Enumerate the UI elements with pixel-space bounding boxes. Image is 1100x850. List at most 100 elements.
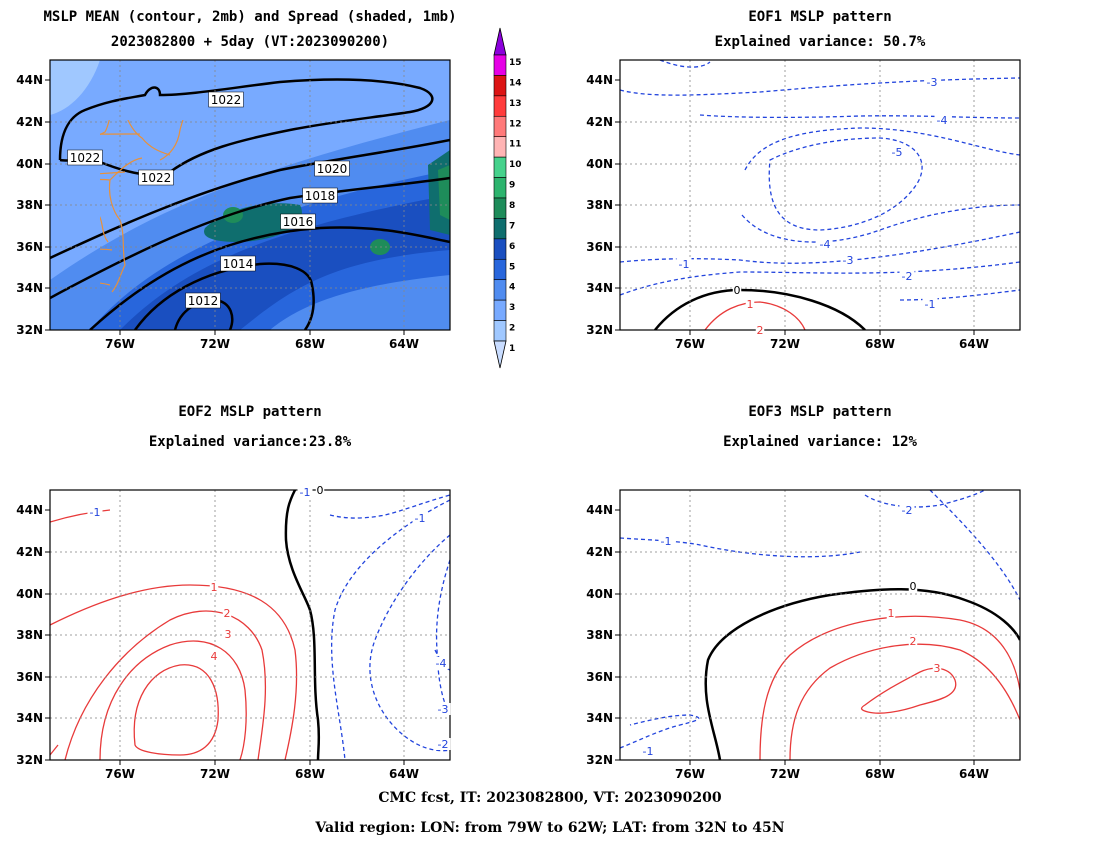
coastline [620, 649, 665, 655]
contour-label-box [208, 91, 244, 108]
colorbar-segment [493, 54, 507, 76]
colorbar-label: 12 [509, 119, 522, 129]
coastline [620, 602, 695, 605]
eof2-contour-label: -2 [438, 738, 449, 751]
lat-tick-label: 32N [586, 753, 613, 767]
contour-label-bg [87, 506, 103, 518]
lon-tick-label: 68W [865, 337, 895, 351]
eof3-title: EOF3 MSLP pattern [748, 404, 892, 420]
lat-tick-label: 36N [586, 240, 613, 254]
coastline [100, 157, 143, 293]
mean-coastlines [100, 120, 184, 293]
contour-label-bg [435, 703, 451, 715]
contour-label-bg [732, 284, 742, 296]
lat-tick-label: 32N [586, 323, 613, 337]
eof3-gridlines [620, 490, 1020, 760]
coastline [620, 158, 712, 292]
eof2-map [50, 490, 450, 760]
contour-label-box [302, 187, 338, 204]
eof2-subtitle: Explained variance:23.8% [148, 434, 352, 450]
footer-forecast-info: CMC fcst, IT: 2023082800, VT: 2023090200 [378, 790, 722, 806]
contour-label-bg [435, 738, 451, 750]
coastline [107, 490, 110, 550]
contour-label-box [67, 149, 103, 166]
eof1-contour-label: -5 [892, 146, 903, 159]
eof2-contour-label: 2 [224, 607, 231, 620]
coastline [50, 498, 170, 585]
contour-label-bg [433, 657, 449, 669]
coastline [620, 564, 710, 565]
lat-tick-label: 34N [586, 711, 613, 725]
eof2-contour-label: 0 [317, 484, 324, 497]
coastline [785, 60, 825, 110]
mean-contour-label: 1016 [283, 215, 314, 229]
contour-label-bg [934, 114, 950, 126]
colorbar-label: 6 [509, 242, 515, 252]
lat-tick-label: 40N [586, 157, 613, 171]
colorbar-segment [493, 156, 507, 178]
lat-tick-label: 34N [586, 281, 613, 295]
eof2-contour-label: -1 [415, 512, 426, 525]
lat-tick-label: 44N [16, 503, 43, 517]
colorbar-label: 8 [509, 201, 515, 211]
contour-label-bg [840, 254, 856, 266]
lon-tick-label: 64W [389, 767, 419, 781]
colorbar-segment [493, 258, 507, 281]
coastline [677, 490, 680, 550]
lon-tick-label: 76W [675, 337, 705, 351]
eof1-contour-label: -3 [843, 254, 854, 267]
contour-label-box [138, 169, 174, 186]
mean-contour-label: 1014 [223, 257, 254, 271]
eof1-frame-overlay: 44N 42N 40N 38N 36N 34N 32N 76W 72W 68W 64W [586, 59, 1021, 351]
contour-label-bg [640, 745, 656, 757]
eof2-contour-label: -3 [438, 703, 449, 716]
contour-label-bg [908, 635, 918, 647]
coastline [620, 68, 740, 155]
contour-label-bg [922, 298, 938, 310]
colorbar-segment [493, 75, 507, 97]
footer-valid-region: Valid region: LON: from 79W to 62W; LAT:… [315, 820, 785, 836]
contour-label-bg [676, 258, 692, 270]
lat-tick-label: 32N [16, 323, 43, 337]
coastline [620, 679, 682, 682]
spread-band-2 [50, 60, 100, 115]
contour-label-bg [932, 662, 942, 674]
lon-tick-label: 64W [389, 337, 419, 351]
colorbar-label: 2 [509, 324, 515, 334]
coastline [677, 60, 680, 120]
contour-label-box [185, 292, 221, 309]
eof1-map-border [619, 59, 1021, 331]
lon-tick-label: 68W [295, 337, 325, 351]
lat-tick-label: 40N [16, 157, 43, 171]
lat-tick-label: 44N [586, 503, 613, 517]
eof3-contour-label: 0 [910, 580, 917, 593]
lat-tick-label: 32N [16, 753, 43, 767]
eof2-contour-label: 1 [211, 581, 218, 594]
lon-tick-label: 68W [865, 767, 895, 781]
contour-label-bg [889, 146, 905, 158]
coastline [50, 588, 142, 722]
lat-tick-label: 40N [586, 587, 613, 601]
contour-label-bg [412, 512, 428, 524]
eof1-contour-label: -4 [937, 114, 948, 127]
contour-label-bg [899, 504, 915, 516]
eof3-contour-label: -2 [902, 504, 913, 517]
coastline [50, 649, 95, 655]
lon-tick-label: 68W [295, 767, 325, 781]
eof2-gridlines [50, 490, 450, 760]
colorbar-bottom-arrow [493, 340, 507, 369]
mean-contour-label: 1022 [70, 151, 101, 165]
lon-tick-label: 64W [959, 767, 989, 781]
eof1-contour-label: -4 [820, 238, 831, 251]
mean-title: MSLP MEAN (contour, 2mb) and Spread (sha… [43, 9, 457, 25]
eof2-contour-label: -1 [90, 506, 101, 519]
lat-tick-label: 36N [586, 670, 613, 684]
contour-label-bg [817, 238, 833, 250]
eof1-title: EOF1 MSLP pattern [748, 9, 892, 25]
lat-tick-label: 34N [16, 711, 43, 725]
contour-label-bg [755, 324, 765, 336]
lat-tick-label: 42N [586, 115, 613, 129]
coastline [100, 282, 111, 286]
lon-tick-label: 72W [200, 337, 230, 351]
